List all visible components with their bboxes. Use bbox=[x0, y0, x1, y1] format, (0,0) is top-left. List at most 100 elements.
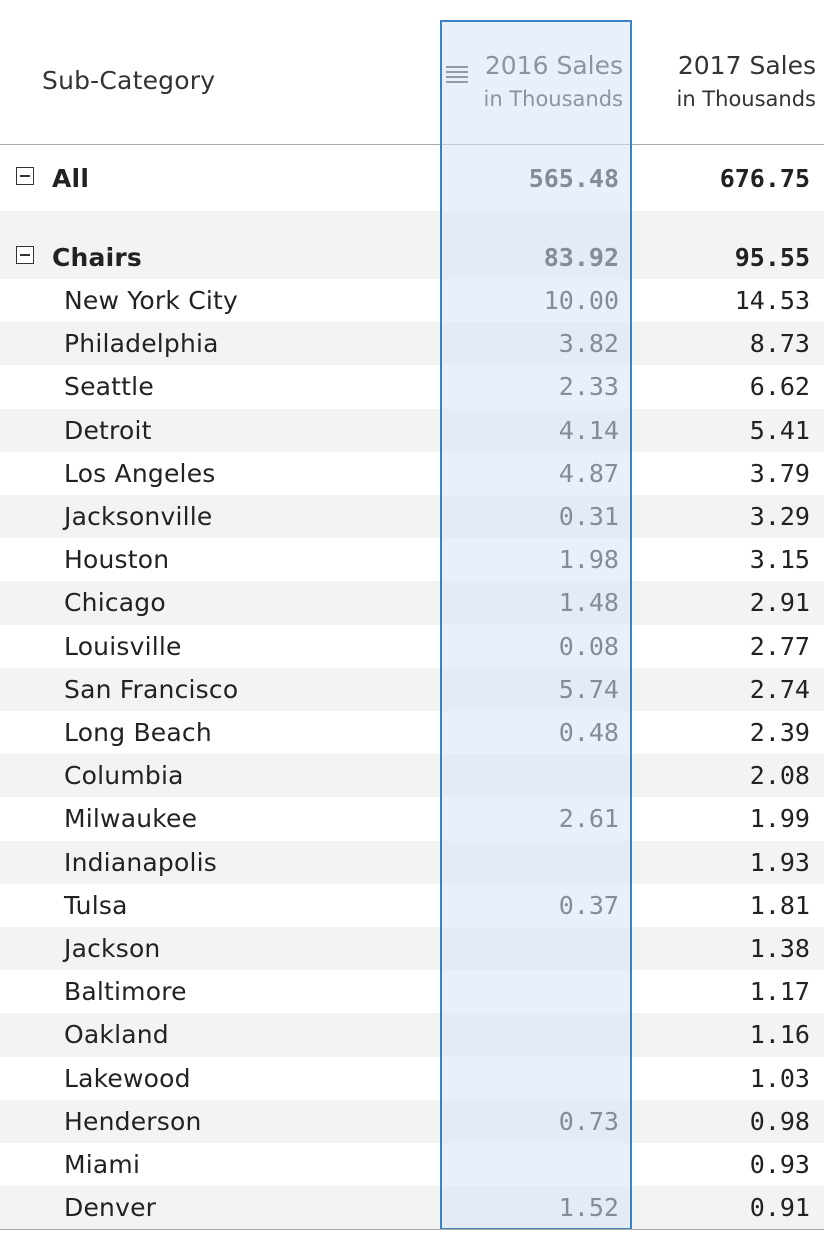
table-row[interactable]: Seattle 2.33 6.62 bbox=[0, 365, 824, 408]
table-row[interactable]: Lakewood 1.03 bbox=[0, 1057, 824, 1100]
cell-2017-sales: 0.93 bbox=[749, 1150, 810, 1180]
cell-2016-sales: 0.48 bbox=[558, 718, 619, 748]
table-bottom-border bbox=[0, 1229, 824, 1230]
cell-2017-sales: 3.15 bbox=[749, 545, 810, 575]
cell-2016-sales: 2.61 bbox=[558, 804, 619, 834]
cell-2016-sales: 3.82 bbox=[558, 329, 619, 359]
group-spacer bbox=[0, 211, 824, 235]
cell-2017-sales: 1.38 bbox=[749, 934, 810, 964]
cell-2016-sales bbox=[446, 754, 619, 797]
row-label: San Francisco bbox=[64, 674, 239, 704]
row-label: Chicago bbox=[64, 588, 166, 618]
cell-2016-sales: 4.14 bbox=[558, 415, 619, 445]
column-header-2016-sales[interactable]: 2016 Sales in Thousands bbox=[446, 50, 623, 116]
cell-2016-sales: 0.31 bbox=[558, 502, 619, 532]
row-label: Houston bbox=[64, 545, 170, 575]
table-row[interactable]: Jacksonville 0.31 3.29 bbox=[0, 495, 824, 539]
table-row[interactable]: Jackson 1.38 bbox=[0, 927, 824, 971]
row-label: Chairs bbox=[52, 242, 142, 272]
table-row[interactable]: Baltimore 1.17 bbox=[0, 970, 824, 1013]
row-label: Columbia bbox=[64, 761, 184, 791]
row-label: Seattle bbox=[64, 372, 154, 402]
row-label: Jackson bbox=[64, 934, 161, 964]
table-row[interactable]: Miami 0.93 bbox=[0, 1143, 824, 1186]
cell-2017-sales: 1.99 bbox=[749, 804, 810, 834]
column-header-2017-title: 2017 Sales bbox=[677, 51, 816, 80]
row-label: Tulsa bbox=[64, 890, 128, 920]
table-header: Sub-Category 2016 Sales in Thousands 201… bbox=[0, 0, 824, 145]
table-row[interactable]: Milwaukee 2.61 1.99 bbox=[0, 797, 824, 840]
row-label: Baltimore bbox=[64, 977, 187, 1007]
table-row[interactable]: Chicago 1.48 2.91 bbox=[0, 581, 824, 625]
table-row[interactable]: Louisville 0.08 2.77 bbox=[0, 625, 824, 668]
cell-2017-sales: 95.55 bbox=[734, 242, 810, 272]
cell-2017-sales: 2.39 bbox=[749, 718, 810, 748]
cell-2017-sales: 2.08 bbox=[749, 761, 810, 791]
table-row[interactable]: Oakland 1.16 bbox=[0, 1013, 824, 1057]
table-row[interactable]: Los Angeles 4.87 3.79 bbox=[0, 452, 824, 495]
table-row[interactable]: Columbia 2.08 bbox=[0, 754, 824, 798]
table-row[interactable]: Tulsa 0.37 1.81 bbox=[0, 884, 824, 927]
cell-2016-sales: 0.37 bbox=[558, 890, 619, 920]
column-header-sub-category[interactable]: Sub-Category bbox=[42, 66, 216, 95]
collapse-icon[interactable] bbox=[16, 167, 34, 185]
row-label: All bbox=[52, 163, 90, 193]
table-row[interactable]: San Francisco 5.74 2.74 bbox=[0, 667, 824, 711]
column-header-2016-subtitle: in Thousands bbox=[483, 87, 623, 111]
cell-2016-sales: 10.00 bbox=[543, 286, 619, 316]
cell-2016-sales: 2.33 bbox=[558, 372, 619, 402]
row-label: Philadelphia bbox=[64, 329, 219, 359]
table-row[interactable]: New York City 10.00 14.53 bbox=[0, 279, 824, 322]
cell-2017-sales: 3.79 bbox=[749, 458, 810, 488]
row-label: Henderson bbox=[64, 1106, 202, 1136]
group-row[interactable]: Chairs 83.92 95.55 bbox=[0, 235, 824, 279]
column-header-2017-subtitle: in Thousands bbox=[676, 87, 816, 111]
row-label: New York City bbox=[64, 286, 239, 316]
table-row[interactable]: Indianapolis 1.93 bbox=[0, 840, 824, 884]
cell-2016-sales bbox=[446, 927, 619, 970]
cell-2017-sales: 8.73 bbox=[749, 329, 810, 359]
cell-2016-sales: 0.08 bbox=[558, 631, 619, 661]
cell-2017-sales: 1.16 bbox=[749, 1020, 810, 1050]
cell-2017-sales: 1.03 bbox=[749, 1063, 810, 1093]
cell-2017-sales: 2.91 bbox=[749, 588, 810, 618]
column-header-2017-sales[interactable]: 2017 Sales in Thousands bbox=[634, 50, 816, 116]
table-row[interactable]: Long Beach 0.48 2.39 bbox=[0, 711, 824, 754]
cell-2016-sales: 1.98 bbox=[558, 545, 619, 575]
row-label: Lakewood bbox=[64, 1063, 191, 1093]
cell-2016-sales: 5.74 bbox=[558, 674, 619, 704]
cell-2017-sales: 2.74 bbox=[749, 674, 810, 704]
table-row[interactable]: Henderson 0.73 0.98 bbox=[0, 1099, 824, 1143]
cell-2017-sales: 1.93 bbox=[749, 847, 810, 877]
table-row[interactable]: Denver 1.52 0.91 bbox=[0, 1186, 824, 1230]
cell-2016-sales bbox=[446, 1013, 619, 1056]
cell-2016-sales bbox=[446, 841, 619, 884]
cell-2017-sales: 2.77 bbox=[749, 631, 810, 661]
cell-2016-sales bbox=[446, 1057, 619, 1100]
group-row[interactable]: All 565.48 676.75 bbox=[0, 145, 824, 211]
table-row[interactable]: Philadelphia 3.82 8.73 bbox=[0, 322, 824, 366]
cell-2017-sales: 676.75 bbox=[719, 163, 810, 193]
row-label: Indianapolis bbox=[64, 847, 217, 877]
row-label: Miami bbox=[64, 1150, 141, 1180]
table-row[interactable]: Houston 1.98 3.15 bbox=[0, 538, 824, 581]
row-label: Milwaukee bbox=[64, 804, 198, 834]
cell-2016-sales: 4.87 bbox=[558, 458, 619, 488]
cell-2016-sales: 565.48 bbox=[528, 163, 619, 193]
cell-2017-sales: 0.91 bbox=[749, 1193, 810, 1223]
row-label: Los Angeles bbox=[64, 458, 216, 488]
cell-2017-sales: 6.62 bbox=[749, 372, 810, 402]
cell-2017-sales: 3.29 bbox=[749, 502, 810, 532]
cell-2016-sales bbox=[446, 970, 619, 1013]
row-label: Detroit bbox=[64, 415, 152, 445]
row-label: Denver bbox=[64, 1193, 157, 1223]
cell-2017-sales: 0.98 bbox=[749, 1106, 810, 1136]
cell-2016-sales bbox=[446, 1143, 619, 1186]
table-row[interactable]: Detroit 4.14 5.41 bbox=[0, 408, 824, 452]
cell-2017-sales: 5.41 bbox=[749, 415, 810, 445]
row-label: Louisville bbox=[64, 631, 182, 661]
cell-2016-sales: 1.52 bbox=[558, 1193, 619, 1223]
cell-2017-sales: 1.81 bbox=[749, 890, 810, 920]
collapse-icon[interactable] bbox=[16, 246, 34, 264]
